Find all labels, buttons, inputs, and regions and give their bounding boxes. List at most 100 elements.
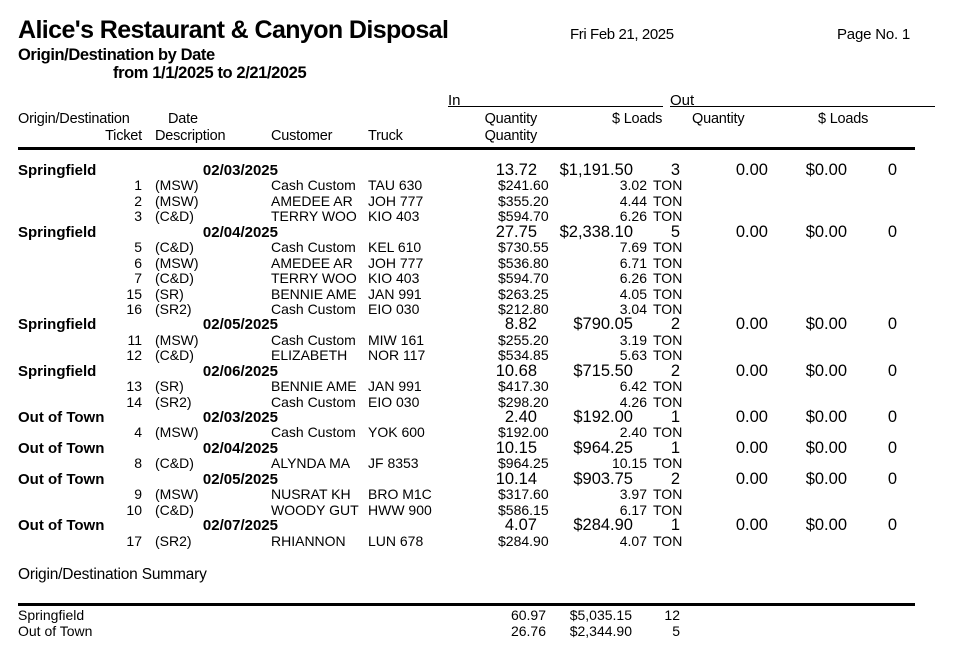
unit-cell: TON: [653, 254, 683, 271]
out-amount-cell: $0.00: [805, 315, 847, 334]
customer-cell: AMEDEE AR: [271, 254, 353, 271]
date-cell: 02/03/2025: [202, 162, 278, 179]
truck-cell: JOH 777: [368, 254, 424, 271]
ticket-row: 9 (MSW) NUSRAT KH BRO M1C $317.60 3.97 T…: [0, 486, 975, 503]
truck-cell: KEL 610: [368, 239, 422, 256]
in-section-header: In: [448, 92, 663, 109]
in-quantity-cell: 8.82: [504, 315, 537, 334]
origin-cell: Out of Town: [18, 409, 105, 426]
ticket-number-cell: 11: [127, 331, 142, 348]
report-run-date: Fri Feb 21, 2025: [570, 26, 674, 43]
in-quantity-cell: 10.68: [495, 361, 537, 380]
header-in-quantity: Quantity: [484, 111, 538, 127]
quantity-cell: 5.63: [619, 347, 647, 364]
quantity-cell: 10.15: [611, 455, 647, 472]
customer-cell: Cash Custom: [271, 300, 356, 317]
customer-cell: ELIZABETH: [271, 347, 348, 364]
origin-cell: Springfield: [18, 223, 97, 241]
ticket-number-cell: 10: [126, 501, 142, 518]
customer-cell: AMEDEE AR: [271, 192, 353, 209]
ticket-number-cell: 14: [126, 393, 142, 410]
summary-quantity-cell: 26.76: [510, 622, 546, 639]
unit-cell: TON: [653, 393, 683, 410]
quantity-cell: 3.04: [619, 300, 647, 317]
amount-cell: $192.00: [498, 424, 549, 441]
quantity-cell: 7.69: [619, 239, 647, 256]
in-amount-cell: $790.05: [573, 315, 633, 334]
origin-cell: Springfield: [18, 162, 97, 179]
truck-cell: BRO M1C: [368, 486, 432, 503]
header-origin-destination: Origin/Destination: [18, 111, 130, 127]
out-loads-cell: 0: [887, 222, 897, 241]
amount-cell: $284.90: [498, 532, 549, 549]
out-quantity-cell: 0.00: [735, 408, 768, 426]
description-cell: (MSW): [155, 424, 199, 441]
description-cell: (C&D): [155, 501, 194, 518]
ticket-row: 13 (SR) BENNIE AME JAN 991 $417.30 6.42 …: [0, 378, 975, 395]
truck-cell: KIO 403: [368, 270, 420, 287]
unit-cell: TON: [653, 455, 683, 472]
summary-title: Origin/Destination Summary: [18, 566, 207, 583]
out-quantity-cell: 0.00: [735, 222, 768, 241]
truck-cell: MIW 161: [368, 331, 425, 348]
amount-cell: $964.25: [498, 455, 549, 472]
unit-cell: TON: [653, 239, 683, 256]
header-customer: Customer: [271, 128, 333, 144]
origin-cell: Springfield: [18, 362, 97, 380]
in-loads-cell: 2: [670, 315, 680, 334]
unit-cell: TON: [653, 532, 683, 549]
ticket-row: 3 (C&D) TERRY WOO KIO 403 $594.70 6.26 T…: [0, 208, 975, 225]
unit-cell: TON: [653, 378, 683, 395]
out-loads-cell: 0: [887, 469, 897, 488]
in-quantity-cell: 10.14: [495, 469, 537, 488]
in-amount-cell: $284.90: [573, 516, 633, 535]
in-amount-cell: $715.50: [573, 361, 633, 380]
description-cell: (SR2): [155, 393, 192, 410]
unit-cell: TON: [653, 347, 683, 364]
unit-cell: TON: [653, 270, 683, 287]
out-amount-cell: $0.00: [805, 161, 847, 179]
date-cell: 02/03/2025: [202, 409, 278, 426]
ticket-number-cell: 13: [126, 378, 142, 395]
customer-cell: WOODY GUT: [271, 501, 359, 518]
quantity-cell: 4.07: [619, 532, 647, 549]
truck-cell: KIO 403: [368, 208, 420, 225]
customer-cell: TERRY WOO: [271, 270, 357, 287]
ticket-row: 14 (SR2) Cash Custom EIO 030 $298.20 4.2…: [0, 393, 975, 410]
customer-cell: Cash Custom: [271, 393, 356, 410]
ticket-row: 8 (C&D) ALYNDA MA JF 8353 $964.25 10.15 …: [0, 455, 975, 472]
truck-cell: JOH 777: [368, 192, 424, 209]
description-cell: (MSW): [155, 331, 199, 348]
quantity-cell: 6.26: [619, 270, 647, 287]
table-body: Springfield 02/03/2025 13.72 $1,191.50 3…: [0, 161, 975, 549]
amount-cell: $241.60: [498, 177, 549, 194]
group-row: Out of Town 02/03/2025 2.40 $192.00 1 0.…: [0, 408, 975, 426]
description-cell: (MSW): [155, 177, 199, 194]
date-cell: 02/04/2025: [202, 223, 278, 241]
in-amount-cell: $903.75: [573, 469, 633, 488]
truck-cell: EIO 030: [368, 393, 420, 410]
out-amount-cell: $0.00: [805, 361, 847, 380]
out-quantity-cell: 0.00: [735, 361, 768, 380]
in-quantity-cell: 27.75: [495, 222, 537, 241]
origin-cell: Out of Town: [18, 470, 105, 488]
ticket-row: 1 (MSW) Cash Custom TAU 630 $241.60 3.02…: [0, 177, 975, 194]
unit-cell: TON: [653, 285, 683, 302]
amount-cell: $255.20: [498, 331, 549, 348]
ticket-row: 17 (SR2) RHIANNON LUN 678 $284.90 4.07 T…: [0, 532, 975, 549]
header-detail-quantity: Quantity: [484, 128, 538, 144]
truck-cell: NOR 117: [368, 347, 426, 364]
out-amount-cell: $0.00: [805, 516, 847, 535]
group-row: Springfield 02/05/2025 8.82 $790.05 2 0.…: [0, 315, 975, 334]
in-loads-cell: 5: [670, 222, 680, 241]
group-row: Out of Town 02/04/2025 10.15 $964.25 1 0…: [0, 439, 975, 456]
quantity-cell: 6.42: [619, 378, 647, 395]
ticket-number-cell: 6: [134, 254, 142, 271]
customer-cell: RHIANNON: [271, 532, 346, 549]
quantity-cell: 6.71: [619, 254, 647, 271]
truck-cell: JAN 991: [368, 285, 422, 302]
quantity-cell: 4.05: [619, 285, 647, 302]
quantity-cell: 4.44: [619, 192, 647, 209]
unit-cell: TON: [653, 208, 683, 225]
